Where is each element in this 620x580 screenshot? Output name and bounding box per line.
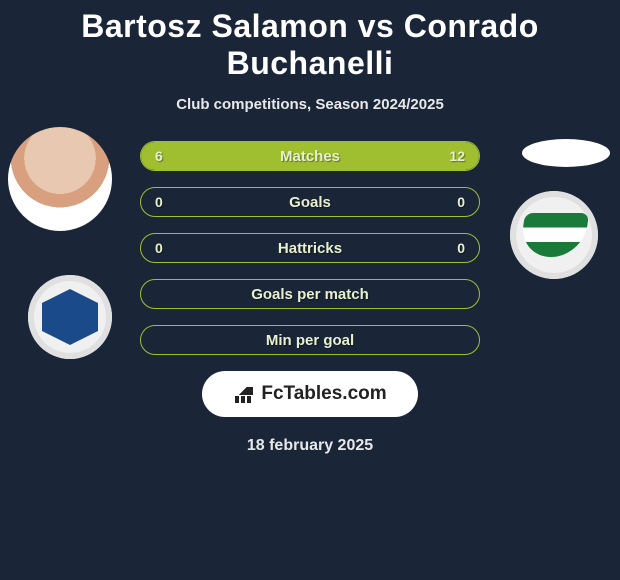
stat-left-value: 0 [155,240,163,256]
stat-label: Goals per match [141,286,479,303]
stat-label: Hattricks [141,240,479,257]
stat-right-value: 12 [449,148,465,164]
date-label: 18 february 2025 [0,437,620,455]
site-logo: FcTables.com [202,371,418,417]
player2-avatar [522,139,610,167]
stat-label: Goals [141,194,479,211]
stat-row: 612Matches [140,141,480,171]
stat-label: Min per goal [141,332,479,349]
chart-icon [233,385,255,403]
player1-avatar [8,127,112,231]
stat-right-value: 0 [457,240,465,256]
stat-row: 0 0Hattricks [140,233,480,263]
player1-club-badge [28,275,112,359]
page-title: Bartosz Salamon vs Conrado Buchanelli [0,0,620,82]
stats-list: 612Matches00Goals00HattricksGoals per ma… [140,141,480,355]
subtitle: Club competitions, Season 2024/2025 [0,96,620,113]
stat-left-value: 0 [155,194,163,210]
stat-right-value: 0 [457,194,465,210]
stat-row: 0 0Goals [140,187,480,217]
stat-row: Min per goal [140,325,480,355]
stat-left-value: 6 [155,148,163,164]
stat-fill-right [254,142,479,170]
comparison-panel: 612Matches00Goals00HattricksGoals per ma… [0,141,620,455]
stat-row: Goals per match [140,279,480,309]
player2-club-badge [510,191,598,279]
logo-text: FcTables.com [261,383,386,405]
